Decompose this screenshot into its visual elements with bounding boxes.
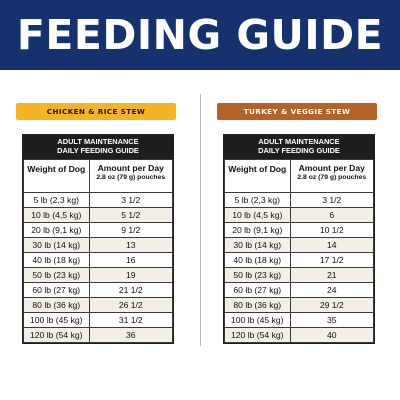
amount-cell: 31 1/2	[88, 312, 174, 328]
amount-cell: 24	[289, 282, 375, 298]
amount-column-header: Amount per Day 2.8 oz (79 g) pouches	[289, 159, 375, 193]
weight-cell: 30 lb (14 kg)	[224, 237, 291, 253]
weight-cell: 80 lb (36 kg)	[224, 297, 291, 313]
table-row: 100 lb (45 kg) 35	[224, 312, 375, 328]
chicken-rice-feeding-table: ADULT MAINTENANCE DAILY FEEDING GUIDE We…	[22, 134, 174, 344]
column-header-row: Weight of Dog Amount per Day 2.8 oz (79 …	[23, 159, 174, 193]
amount-header-sub: 2.8 oz (79 g) pouches	[96, 173, 166, 181]
amount-header-label: Amount per Day	[298, 163, 365, 173]
turkey-veggie-feeding-table: ADULT MAINTENANCE DAILY FEEDING GUIDE We…	[223, 134, 375, 344]
amount-header-label: Amount per Day	[97, 163, 164, 173]
table-row: 50 lb (23 kg) 19	[23, 267, 174, 283]
weight-cell: 80 lb (36 kg)	[23, 297, 90, 313]
amount-column-header: Amount per Day 2.8 oz (79 g) pouches	[88, 159, 174, 193]
weight-cell: 30 lb (14 kg)	[23, 237, 90, 253]
table-body: 5 lb (2,3 kg) 3 1/2 10 lb (4,5 kg) 5 1/2 20 …	[23, 192, 174, 343]
column-divider	[200, 94, 201, 346]
header-line-1: ADULT MAINTENANCE	[258, 137, 340, 147]
table-row: 30 lb (14 kg) 13	[23, 237, 174, 253]
weight-cell: 10 lb (4,5 kg)	[23, 207, 90, 223]
weight-cell: 60 lb (27 kg)	[224, 282, 291, 298]
feeding-table: Weight of Dog Amount per Day 2.8 oz (79 …	[23, 159, 174, 343]
amount-cell: 6	[289, 207, 375, 223]
amount-cell: 17 1/2	[289, 252, 375, 268]
weight-cell: 40 lb (18 kg)	[224, 252, 291, 268]
weight-cell: 50 lb (23 kg)	[23, 267, 90, 283]
weight-cell: 5 lb (2,3 kg)	[23, 192, 90, 208]
turkey-veggie-panel: TURKEY & VEGGIE STEW ADULT MAINTENANCE D…	[217, 103, 377, 344]
weight-cell: 40 lb (18 kg)	[23, 252, 90, 268]
weight-cell: 100 lb (45 kg)	[23, 312, 90, 328]
amount-header-sub: 2.8 oz (79 g) pouches	[297, 173, 367, 181]
table-row: 10 lb (4,5 kg) 6	[224, 207, 375, 223]
table-row: 20 lb (9,1 kg) 9 1/2	[23, 222, 174, 238]
table-body: 5 lb (2,3 kg) 3 1/2 10 lb (4,5 kg) 6 20 lb (…	[224, 192, 375, 343]
weight-cell: 20 lb (9,1 kg)	[23, 222, 90, 238]
header-line-1: ADULT MAINTENANCE	[57, 137, 139, 147]
amount-cell: 14	[289, 237, 375, 253]
amount-cell: 21	[289, 267, 375, 283]
amount-cell: 3 1/2	[289, 192, 375, 208]
amount-cell: 19	[88, 267, 174, 283]
weight-column-header: Weight of Dog	[23, 159, 90, 193]
amount-cell: 40	[289, 327, 375, 343]
table-row: 5 lb (2,3 kg) 3 1/2	[224, 192, 375, 208]
table-row: 10 lb (4,5 kg) 5 1/2	[23, 207, 174, 223]
chicken-rice-panel: CHICKEN & RICE STEW ADULT MAINTENANCE DA…	[16, 103, 176, 344]
table-row: 5 lb (2,3 kg) 3 1/2	[23, 192, 174, 208]
amount-cell: 21 1/2	[88, 282, 174, 298]
table-row: 80 lb (36 kg) 29 1/2	[224, 297, 375, 313]
table-row: 60 lb (27 kg) 24	[224, 282, 375, 298]
amount-cell: 35	[289, 312, 375, 328]
weight-cell: 100 lb (45 kg)	[224, 312, 291, 328]
table-row: 80 lb (36 kg) 26 1/2	[23, 297, 174, 313]
weight-cell: 50 lb (23 kg)	[224, 267, 291, 283]
amount-cell: 29 1/2	[289, 297, 375, 313]
page-title: FEEDING GUIDE	[16, 10, 384, 59]
amount-cell: 10 1/2	[289, 222, 375, 238]
amount-cell: 9 1/2	[88, 222, 174, 238]
amount-cell: 3 1/2	[88, 192, 174, 208]
header-line-2: DAILY FEEDING GUIDE	[57, 146, 139, 155]
weight-cell: 20 lb (9,1 kg)	[224, 222, 291, 238]
table-row: 120 lb (54 kg) 40	[224, 327, 375, 343]
chicken-rice-label: CHICKEN & RICE STEW	[16, 103, 176, 120]
table-row: 120 lb (54 kg) 36	[23, 327, 174, 343]
weight-cell: 10 lb (4,5 kg)	[224, 207, 291, 223]
title-banner: FEEDING GUIDE	[0, 0, 400, 70]
table-row: 40 lb (18 kg) 16	[23, 252, 174, 268]
feeding-table: Weight of Dog Amount per Day 2.8 oz (79 …	[224, 159, 375, 343]
table-row: 100 lb (45 kg) 31 1/2	[23, 312, 174, 328]
column-header-row: Weight of Dog Amount per Day 2.8 oz (79 …	[224, 159, 375, 193]
weight-column-header: Weight of Dog	[224, 159, 291, 193]
header-line-2: DAILY FEEDING GUIDE	[258, 146, 340, 155]
weight-cell: 120 lb (54 kg)	[23, 327, 90, 343]
amount-cell: 36	[88, 327, 174, 343]
table-row: 60 lb (27 kg) 21 1/2	[23, 282, 174, 298]
amount-cell: 16	[88, 252, 174, 268]
amount-cell: 13	[88, 237, 174, 253]
amount-cell: 5 1/2	[88, 207, 174, 223]
amount-cell: 26 1/2	[88, 297, 174, 313]
table-header-banner: ADULT MAINTENANCE DAILY FEEDING GUIDE	[23, 135, 173, 159]
table-row: 20 lb (9,1 kg) 10 1/2	[224, 222, 375, 238]
table-row: 50 lb (23 kg) 21	[224, 267, 375, 283]
weight-cell: 120 lb (54 kg)	[224, 327, 291, 343]
table-row: 40 lb (18 kg) 17 1/2	[224, 252, 375, 268]
weight-cell: 60 lb (27 kg)	[23, 282, 90, 298]
weight-cell: 5 lb (2,3 kg)	[224, 192, 291, 208]
table-header-banner: ADULT MAINTENANCE DAILY FEEDING GUIDE	[224, 135, 374, 159]
table-row: 30 lb (14 kg) 14	[224, 237, 375, 253]
turkey-veggie-label: TURKEY & VEGGIE STEW	[217, 103, 377, 120]
